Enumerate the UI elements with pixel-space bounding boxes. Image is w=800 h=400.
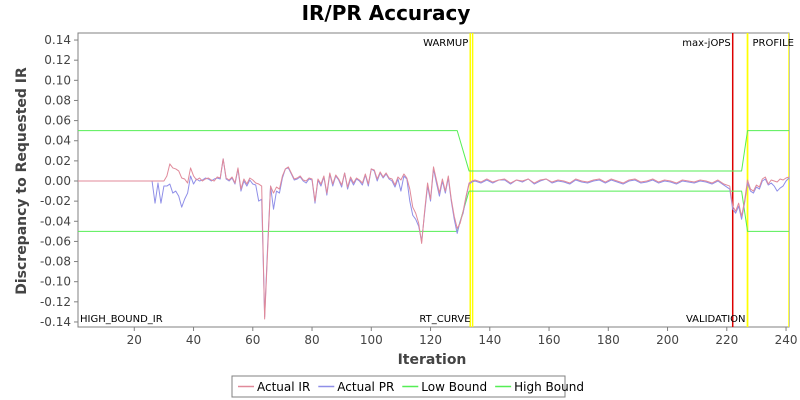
y-tick-label: -0.06 [40,234,71,248]
x-tick-label: 60 [245,333,260,347]
y-tick-label: 0.06 [44,114,71,128]
y-tick-label: -0.02 [40,194,71,208]
marker-label: RT_CURVE [419,314,470,325]
y-tick-label: 0.00 [44,174,71,188]
marker-label: WARMUP [423,38,468,49]
x-tick-label: 20 [127,333,142,347]
chart-title: IR/PR Accuracy [302,1,471,25]
x-tick-label: 100 [360,333,383,347]
x-axis-label: Iteration [398,352,467,368]
y-tick-label: -0.04 [40,214,71,228]
x-tick-label: 220 [715,333,738,347]
legend-entry: High Bound [514,380,584,394]
x-tick-label: 40 [186,333,201,347]
marker-label: PROFILE [753,38,794,49]
x-tick-label: 140 [478,333,501,347]
series-line-actual-ir [78,158,789,320]
y-tick-label: 0.10 [44,73,71,87]
y-tick-label: 0.04 [44,134,71,148]
y-axis-label: Discrepancy to Requested IR [14,67,30,295]
legend-entry: Actual PR [337,380,394,394]
y-tick-label: 0.14 [44,33,71,47]
y-tick-label: -0.10 [40,275,71,289]
marker-label: max-jOPS [682,38,730,49]
legend-box [231,375,566,398]
legend-entry: Actual IR [257,380,310,394]
y-tick-label: 0.12 [44,53,71,67]
x-tick-label: 180 [597,333,620,347]
y-tick-label: -0.14 [40,315,71,329]
series-line-high-bound [78,130,789,172]
legend-entry: Low Bound [421,380,487,394]
marker-label: VALIDATION [686,314,746,325]
x-tick-label: 160 [538,333,561,347]
legend: Actual IR Actual PR Low Bound High Bound [231,375,584,398]
y-tick-label: 0.08 [44,93,71,107]
series-group [78,33,789,327]
y-tick-label: 0.02 [44,154,71,168]
y-tick-label: -0.08 [40,255,71,269]
corner-label: HIGH_BOUND_IR [80,314,163,325]
plot-area: 0.14 0.12 0.10 0.08 0.06 0.04 0.02 0.00 -0.02 -0.… [40,32,798,347]
x-tick-label: 80 [304,333,319,347]
x-tick-label: 120 [419,333,442,347]
y-tick-label: -0.12 [40,295,71,309]
x-tick-label: 240 [775,333,798,347]
x-tick-label: 200 [656,333,679,347]
